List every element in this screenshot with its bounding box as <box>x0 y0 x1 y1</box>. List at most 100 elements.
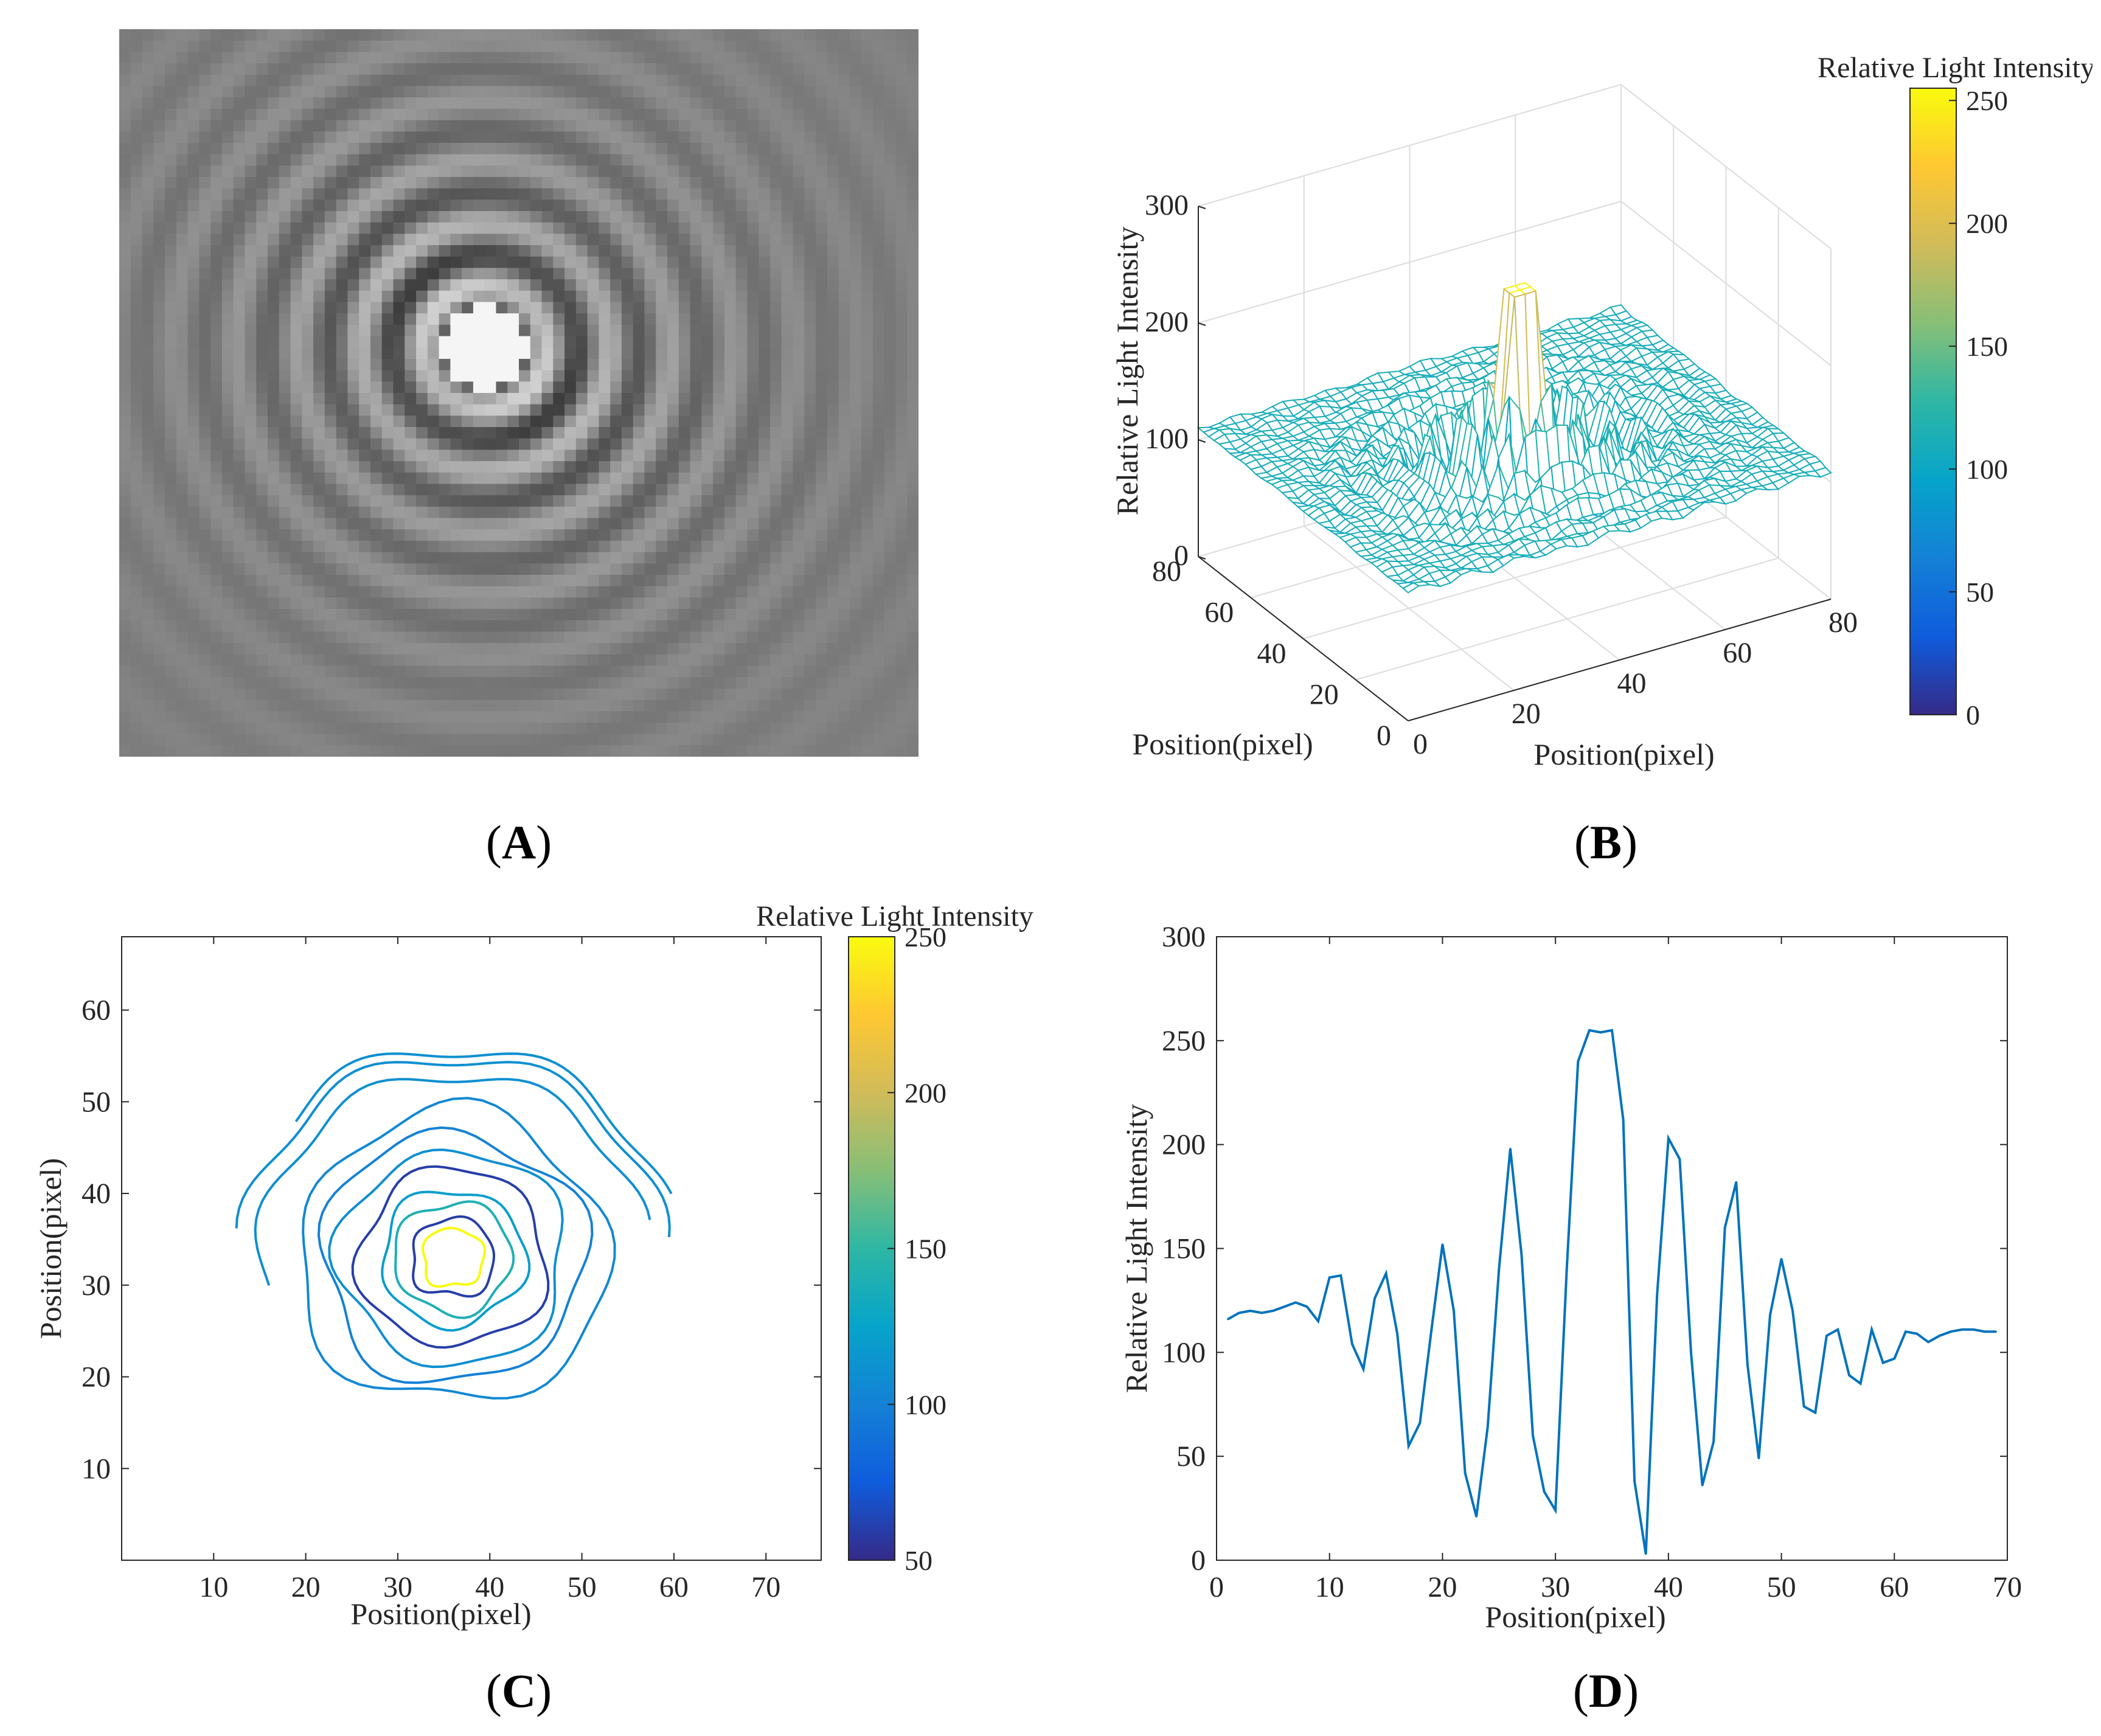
pixel <box>541 234 554 246</box>
pixel <box>484 313 497 325</box>
pixel <box>747 165 759 178</box>
pixel <box>199 256 211 269</box>
pixel <box>781 677 794 689</box>
pixel <box>405 745 417 757</box>
pixel <box>245 165 257 178</box>
pixel <box>621 381 634 394</box>
pixel <box>541 677 554 689</box>
pixel <box>587 677 599 689</box>
pixel <box>324 74 337 87</box>
pixel <box>439 529 451 541</box>
pixel <box>347 450 359 462</box>
pixel <box>324 188 337 200</box>
pixel <box>370 40 383 52</box>
pixel <box>644 165 656 178</box>
pixel <box>187 677 200 689</box>
pixel <box>667 245 679 257</box>
pixel <box>199 313 211 325</box>
pixel <box>347 176 359 189</box>
pixel <box>462 563 474 575</box>
pixel <box>450 279 462 291</box>
pixel <box>690 188 702 200</box>
pixel <box>221 29 234 41</box>
pixel <box>553 313 565 325</box>
pixel <box>142 234 154 246</box>
pixel <box>895 324 908 337</box>
pixel <box>850 722 862 735</box>
pixel <box>781 461 794 473</box>
pixel <box>130 381 143 394</box>
pixel <box>393 52 405 64</box>
pixel <box>781 506 794 519</box>
pixel <box>370 563 383 575</box>
pixel <box>838 700 850 712</box>
pixel <box>405 597 417 609</box>
pixel <box>336 529 349 541</box>
pixel <box>302 734 314 746</box>
pixel <box>701 450 714 462</box>
pixel <box>850 631 862 644</box>
pixel <box>496 97 508 109</box>
pixel <box>690 165 702 178</box>
pixel <box>199 597 211 609</box>
pixel <box>793 745 805 757</box>
pixel <box>644 74 656 87</box>
pixel <box>496 302 508 314</box>
pixel <box>769 631 782 644</box>
pixel <box>393 597 405 609</box>
pixel <box>907 40 919 52</box>
pixel <box>793 324 805 337</box>
pixel <box>735 245 748 257</box>
pixel <box>336 97 349 109</box>
pixel <box>313 176 325 189</box>
pixel <box>690 86 702 98</box>
pixel <box>221 234 234 246</box>
pixel <box>759 358 771 371</box>
pixel <box>872 677 885 689</box>
pixel <box>496 609 508 621</box>
pixel <box>701 575 714 587</box>
pixel <box>130 120 143 132</box>
pixel <box>370 336 383 348</box>
pixel <box>644 324 656 337</box>
pixel <box>347 654 359 667</box>
pixel <box>507 427 519 439</box>
pixel <box>142 495 154 507</box>
pixel <box>793 120 805 132</box>
pixel <box>496 461 508 473</box>
pixel <box>713 575 725 587</box>
pixel <box>450 540 462 553</box>
pixel <box>678 540 691 553</box>
pixel <box>416 336 428 348</box>
pixel <box>370 620 383 633</box>
pixel <box>450 438 462 451</box>
pixel <box>473 518 485 530</box>
pixel <box>747 575 759 587</box>
pixel <box>610 665 622 678</box>
pixel <box>142 211 154 223</box>
pixel <box>793 381 805 394</box>
pixel <box>290 176 302 189</box>
pixel <box>724 234 737 246</box>
pixel <box>575 97 588 109</box>
pixel <box>519 120 531 132</box>
pixel <box>233 154 246 166</box>
pixel <box>690 381 702 394</box>
pixel <box>861 176 873 189</box>
pixel <box>233 404 246 416</box>
pixel <box>827 393 839 405</box>
pixel <box>599 358 611 371</box>
pixel <box>473 279 485 291</box>
pixel <box>838 620 850 633</box>
pixel <box>473 268 485 280</box>
pixel <box>279 358 291 371</box>
pixel <box>302 450 314 462</box>
pixel <box>656 745 668 757</box>
pixel <box>781 711 794 723</box>
pixel <box>747 302 759 314</box>
pixel <box>872 370 885 382</box>
pixel <box>393 336 405 348</box>
pixel <box>827 381 839 394</box>
pixel <box>381 722 394 735</box>
pixel <box>872 358 885 371</box>
